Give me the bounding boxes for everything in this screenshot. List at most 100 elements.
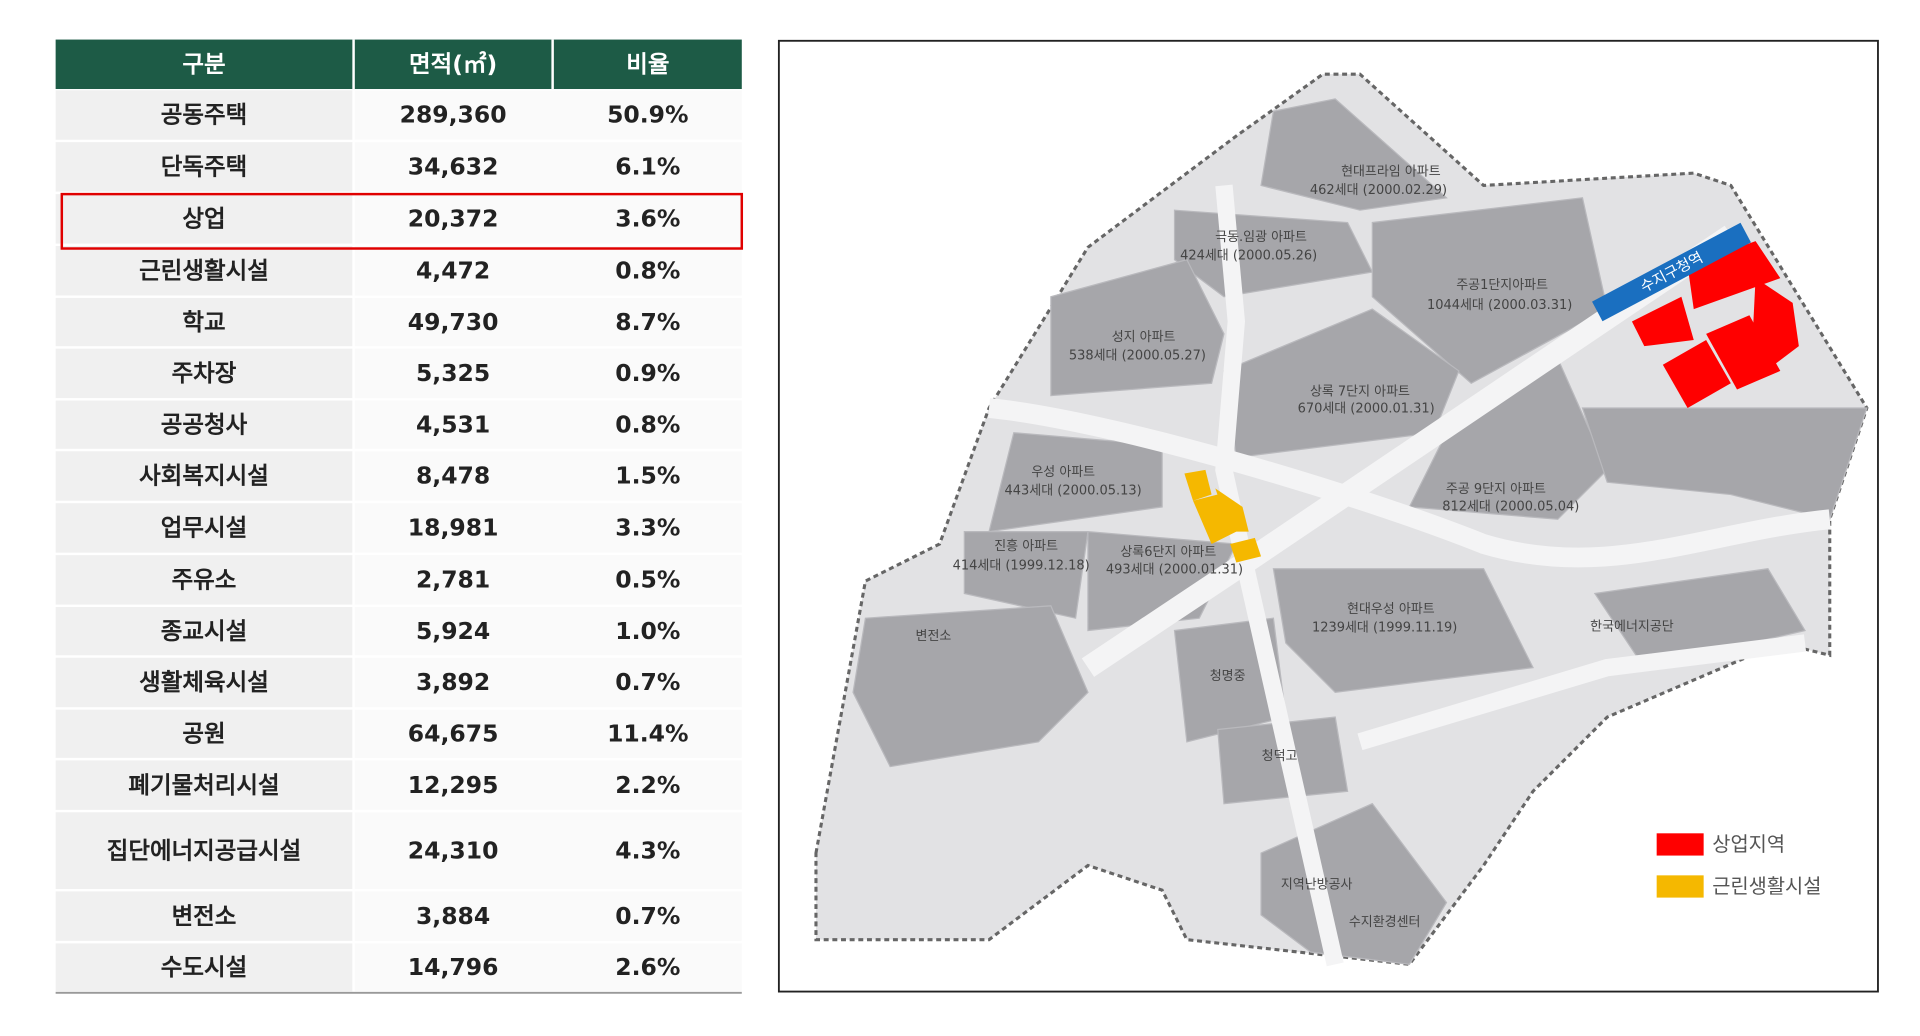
table-cell: 8,478 <box>416 462 490 490</box>
map-label: 462세대 (2000.02.29) <box>1310 183 1447 198</box>
block <box>1593 568 1806 669</box>
table-cell: 3,884 <box>416 902 490 930</box>
legend-swatch <box>1656 875 1704 898</box>
table-cell: 변전소 <box>172 902 237 930</box>
map-label: 414세대 (1999.12.18) <box>953 559 1090 574</box>
road <box>988 398 1831 568</box>
table-cell: 생활체육시설 <box>139 668 269 696</box>
table-cell: 24,310 <box>408 836 499 864</box>
row-bg <box>55 812 353 889</box>
row-bg <box>354 90 742 140</box>
block <box>1581 407 1868 521</box>
row-bg <box>55 709 353 758</box>
row-bg <box>55 555 353 605</box>
map-label: 청명중 <box>1210 669 1246 684</box>
map-label: 443세대 (2000.05.13) <box>1005 483 1142 498</box>
row-bg <box>354 503 742 553</box>
station-bar <box>1592 222 1751 322</box>
row-bg <box>354 555 742 605</box>
row-bg <box>55 760 353 810</box>
map-label: 성지 아파트 <box>1112 330 1176 345</box>
block <box>1272 568 1534 694</box>
block <box>852 605 1089 768</box>
row-bg <box>55 657 353 708</box>
header-cell: 비율 <box>626 50 669 78</box>
table-cell: 2.2% <box>615 771 680 799</box>
neighborhood-block <box>1193 494 1237 545</box>
map-label: 극동.임광 아파트 <box>1215 230 1307 245</box>
row-bg <box>55 400 353 449</box>
table-cell: 2,781 <box>416 566 490 594</box>
table-cell: 종교시설 <box>161 617 247 645</box>
table-cell: 4,531 <box>416 410 490 438</box>
row-bg <box>354 607 742 656</box>
table-cell: 0.7% <box>615 902 680 930</box>
header-cell: 면적(㎡) <box>409 50 497 78</box>
row-bg <box>55 348 353 399</box>
map-label: 현대프라임 아파트 <box>1341 164 1441 179</box>
row-bg <box>354 812 742 889</box>
map-label: 한국에너지공단 <box>1590 619 1674 634</box>
row-bg <box>354 194 742 244</box>
table-cell: 34,632 <box>408 153 499 181</box>
map-label: 상록6단지 아파트 <box>1120 545 1216 560</box>
row-bg <box>55 503 353 553</box>
table-cell: 1.0% <box>615 617 680 645</box>
commercial-block <box>1753 278 1799 365</box>
table-cell: 50.9% <box>607 101 688 129</box>
map-label: 현대우성 아파트 <box>1347 602 1435 617</box>
table-cell: 4.3% <box>615 836 680 864</box>
table-cell: 14,796 <box>408 953 499 981</box>
map-label: 주공1단지아파트 <box>1456 278 1548 293</box>
row-bg <box>354 760 742 810</box>
map-label: 493세대 (2000.01.31) <box>1106 562 1243 577</box>
map-label: 청덕고 <box>1262 749 1298 764</box>
commercial-block <box>1662 340 1731 409</box>
table-cell: 사회복지시설 <box>139 462 269 490</box>
highlight-box <box>60 192 744 250</box>
table-cell: 주유소 <box>172 566 237 594</box>
table-cell: 18,981 <box>408 514 499 542</box>
row-bg <box>354 246 742 296</box>
legend-label: 상업지역 <box>1712 833 1785 856</box>
map-label: 812세대 (2000.05.04) <box>1442 499 1579 514</box>
row-bg <box>354 348 742 399</box>
table-cell: 5,924 <box>416 617 490 645</box>
map-label: 주공 9단지 아파트 <box>1446 482 1546 497</box>
map-label: 538세대 (2000.05.27) <box>1069 349 1206 364</box>
table-cell: 업무시설 <box>161 514 247 542</box>
table-cell: 4,472 <box>416 257 490 285</box>
table-cell: 1.5% <box>615 462 680 490</box>
map-label: 우성 아파트 <box>1031 465 1095 480</box>
block <box>1260 98 1448 211</box>
table-cell: 289,360 <box>400 101 507 129</box>
map-label: 지역난방공사 <box>1281 878 1353 893</box>
legend-label: 근린생활시설 <box>1712 875 1821 898</box>
row-bg <box>55 891 353 941</box>
header-cell: 구분 <box>182 50 225 78</box>
table-cell: 폐기물처리시설 <box>128 771 279 799</box>
table-cell: 공동주택 <box>161 101 247 129</box>
table-cell: 집단에너지공급시설 <box>107 836 301 864</box>
table-cell: 64,675 <box>408 720 499 748</box>
row-bg <box>55 194 353 244</box>
table-cell: 수도시설 <box>161 953 247 981</box>
table-cell: 근린생활시설 <box>139 257 269 285</box>
road <box>1215 184 1344 967</box>
row-bg <box>354 657 742 708</box>
block <box>963 531 1089 619</box>
table-cell: 3,892 <box>416 668 490 696</box>
table-cell: 3.6% <box>615 205 680 233</box>
table-cell: 0.5% <box>615 566 680 594</box>
row-bg <box>354 943 742 992</box>
table-cell: 49,730 <box>408 308 499 336</box>
table-cell: 0.8% <box>615 410 680 438</box>
row-bg <box>354 142 742 192</box>
row-bg <box>354 709 742 758</box>
row-bg <box>354 297 742 347</box>
row-bg <box>55 451 353 501</box>
row-bg <box>354 891 742 941</box>
commercial-block <box>1631 296 1694 347</box>
